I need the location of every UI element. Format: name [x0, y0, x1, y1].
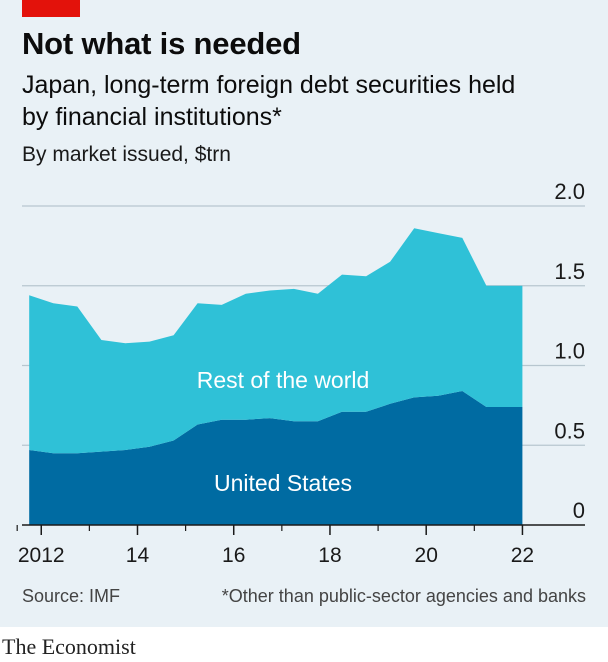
brand-red-bar — [22, 0, 80, 17]
footnote: *Other than public-sector agencies and b… — [221, 586, 586, 606]
y-tick-label: 2.0 — [554, 180, 585, 204]
chart-unit-label: By market issued, $trn — [22, 143, 231, 166]
x-tick-label: 18 — [318, 544, 341, 567]
area-chart: 0 0.5 1.0 1.5 2.0 2012 14 16 18 20 22 United Stat… — [16, 180, 585, 567]
x-tick-label: 20 — [415, 544, 438, 567]
series-label-united-states: United States — [214, 470, 352, 496]
chart-panel: Not what is needed Japan, long-term fore… — [0, 0, 608, 627]
x-tick-label: 2012 — [18, 544, 65, 567]
chart-subtitle: Japan, long-term foreign debt securities… — [22, 71, 516, 131]
series-label-rest-of-the-world: Rest of the world — [197, 367, 370, 393]
y-axis-ticks: 0 0.5 1.0 1.5 2.0 — [554, 180, 585, 523]
series-labels: United States Rest of the world — [197, 367, 370, 496]
y-tick-label: 1.0 — [554, 339, 585, 364]
y-tick-label: 0.5 — [554, 418, 585, 443]
source-note: Source: IMF — [22, 586, 121, 606]
area-rest-of-the-world — [29, 228, 523, 454]
x-tick-label: 14 — [126, 544, 150, 567]
chart-areas — [29, 228, 523, 525]
y-tick-label: 1.5 — [554, 259, 585, 284]
x-tick-label: 22 — [511, 544, 534, 567]
x-axis: 2012 14 16 18 20 22 — [16, 524, 585, 567]
x-tick-label: 16 — [222, 544, 245, 567]
y-tick-label: 0 — [573, 498, 585, 523]
economist-logo: The Economist — [2, 634, 136, 659]
chart-title: Not what is needed — [22, 26, 301, 61]
area-united-states — [29, 391, 523, 525]
